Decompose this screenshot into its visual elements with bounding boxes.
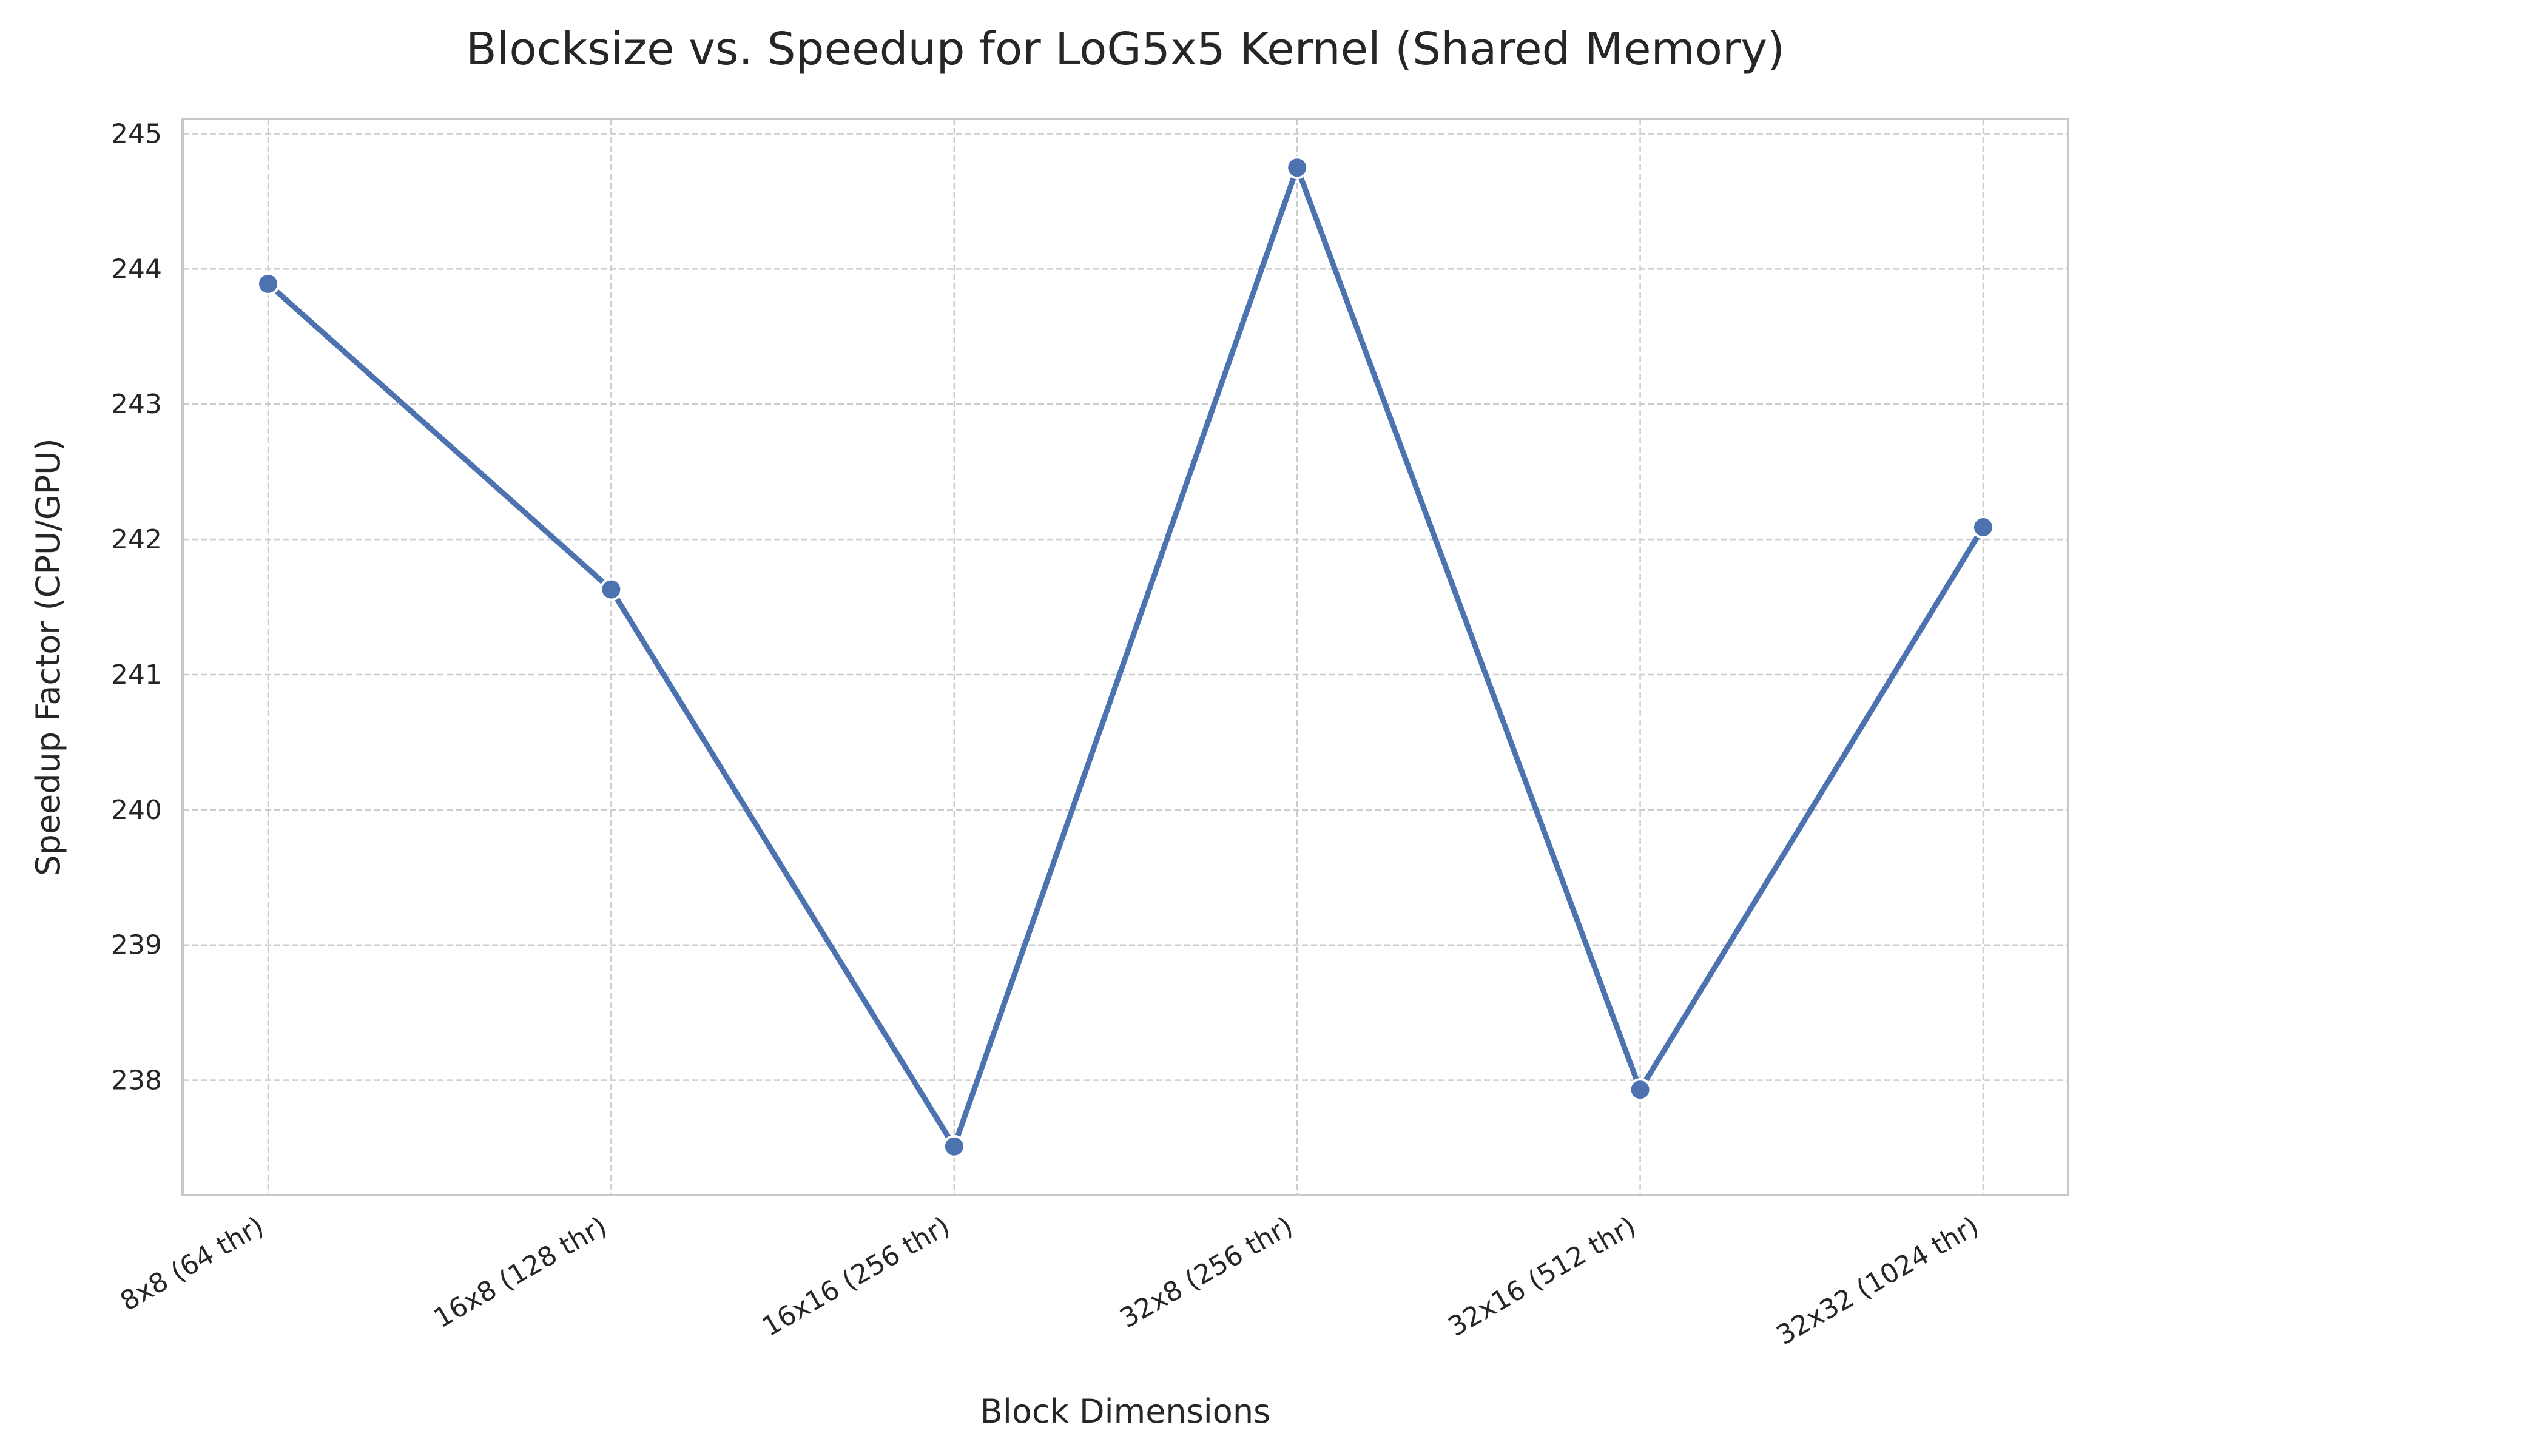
data-point (1972, 516, 1995, 539)
plot-area-frame (181, 118, 2069, 1196)
series-line (265, 164, 1986, 1150)
series-layer (257, 156, 1995, 1158)
data-point (257, 272, 280, 295)
y-tick-label: 244 (111, 254, 162, 285)
y-tick-label: 243 (111, 389, 162, 420)
data-point (942, 1134, 966, 1158)
data-point (1286, 156, 1309, 180)
y-tick-label: 241 (111, 659, 162, 690)
data-point (1628, 1078, 1652, 1102)
grid (183, 119, 2068, 1195)
y-tick-label: 242 (111, 524, 162, 555)
y-axis-label: Speedup Factor (CPU/GPU) (29, 438, 67, 875)
y-axis-ticks: 238 239 240 241 242 243 244 245 (111, 119, 162, 1096)
y-tick-label: 245 (111, 119, 162, 150)
y-tick-label: 240 (111, 795, 162, 826)
y-tick-label: 239 (111, 930, 162, 961)
data-point (599, 578, 623, 601)
y-tick-label: 238 (111, 1065, 162, 1096)
x-axis-label: Block Dimensions (980, 1392, 1270, 1431)
chart-title: Blocksize vs. Speedup for LoG5x5 Kernel … (466, 23, 1785, 75)
